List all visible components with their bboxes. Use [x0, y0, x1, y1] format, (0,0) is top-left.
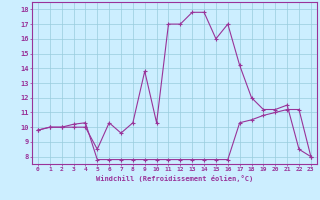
X-axis label: Windchill (Refroidissement éolien,°C): Windchill (Refroidissement éolien,°C) — [96, 175, 253, 182]
